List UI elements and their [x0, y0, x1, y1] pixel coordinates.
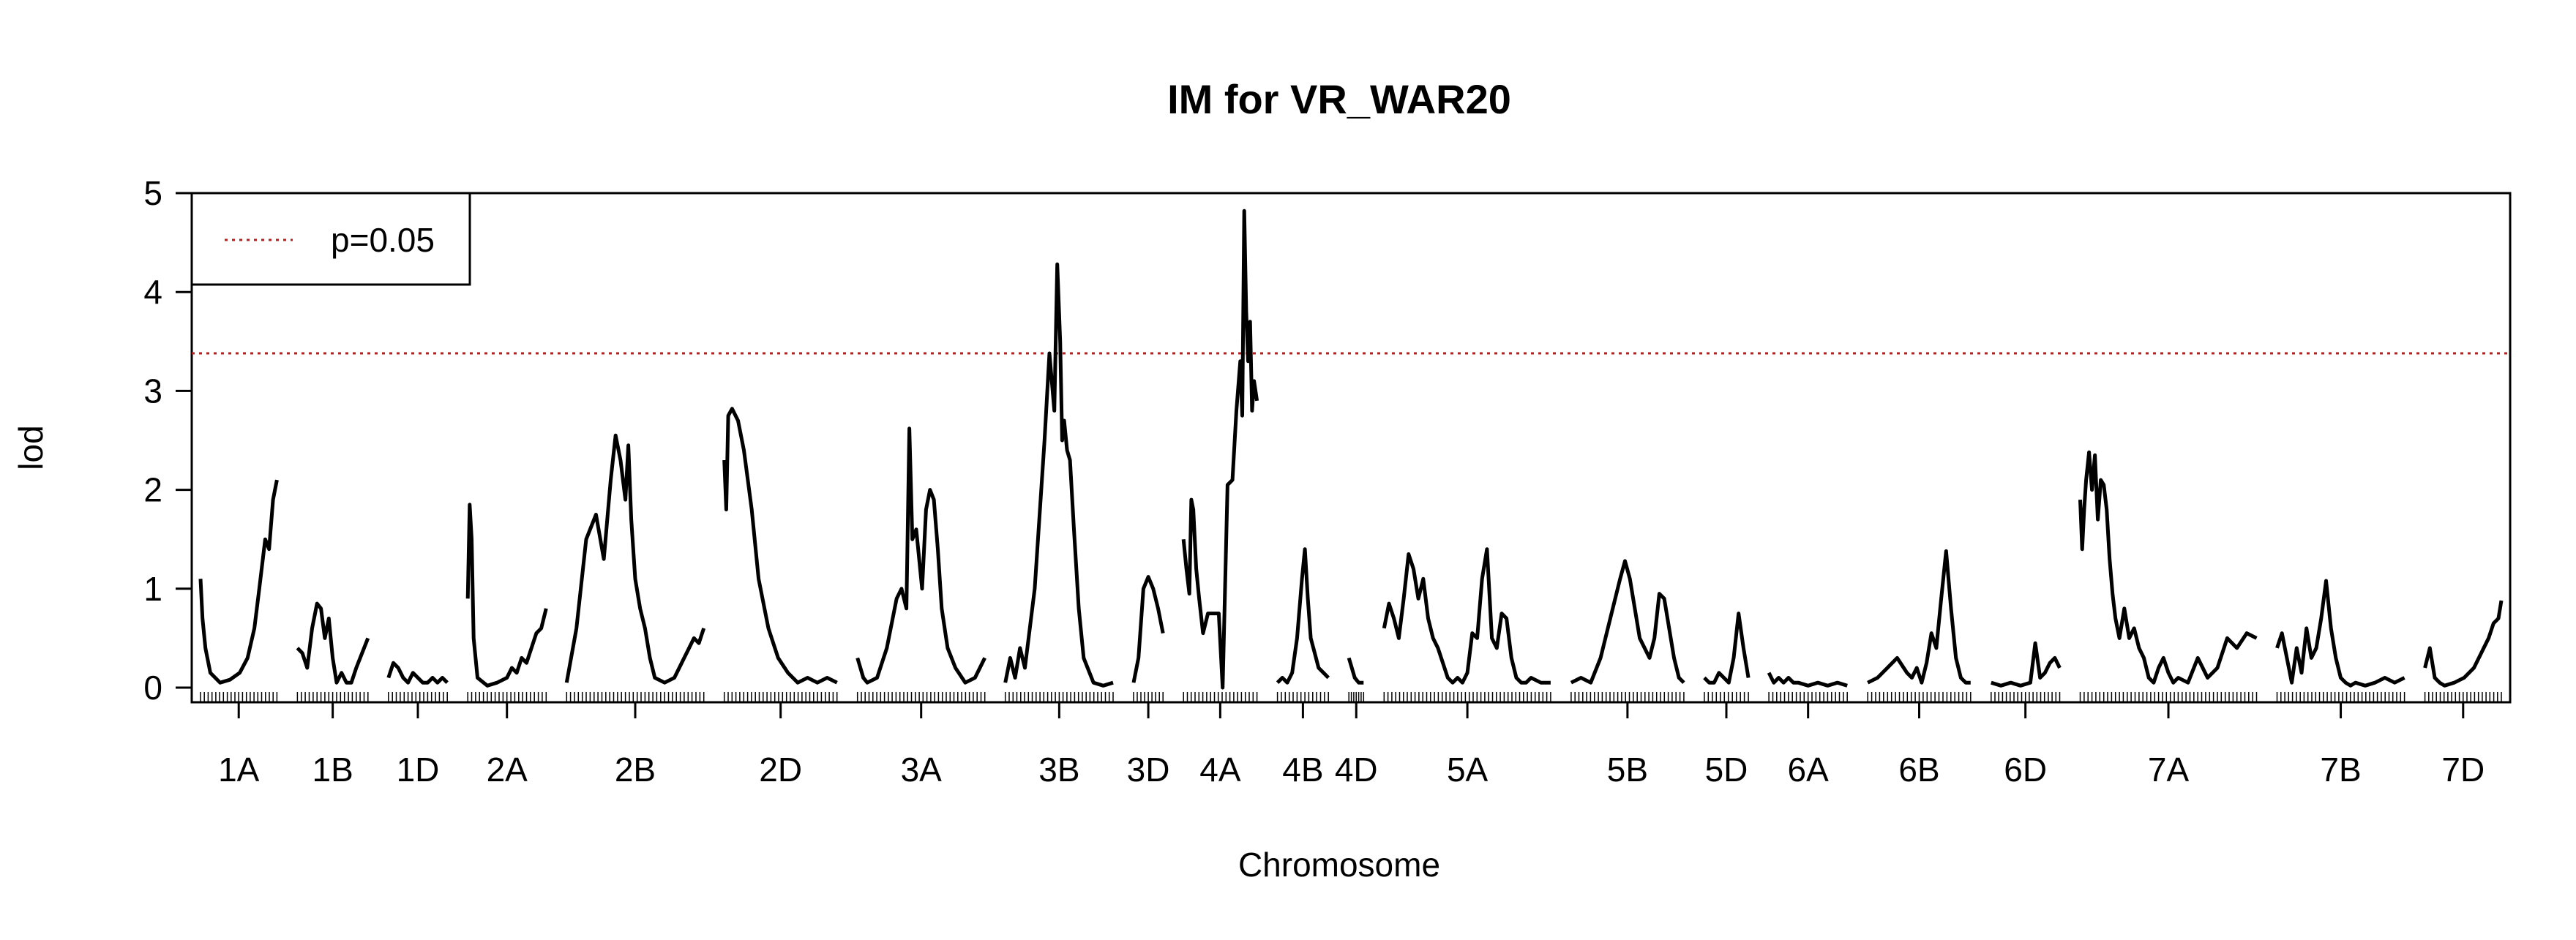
- lod-curve-3A: [855, 426, 986, 685]
- x-tick-label-5A: 5A: [1447, 751, 1489, 789]
- marker-rug-1D: [388, 692, 448, 702]
- x-tick-label-5D: 5D: [1705, 751, 1748, 789]
- marker-rug-4B: [1276, 692, 1329, 702]
- marker-rug-1B: [296, 692, 369, 702]
- marker-rug-6A: [1768, 692, 1848, 702]
- x-tick-label-1A: 1A: [218, 751, 260, 789]
- y-tick-label: 0: [143, 669, 162, 707]
- lod-curve-7D: [2423, 600, 2504, 688]
- marker-rug-2D: [723, 692, 838, 702]
- lod-curve-1A: [198, 479, 279, 685]
- plot-frame: [190, 192, 2512, 704]
- marker-rug-1A: [200, 692, 278, 702]
- lod-curve-5D: [1703, 612, 1751, 685]
- x-tick-label-3A: 3A: [901, 751, 943, 789]
- lod-curve-7A: [2078, 450, 2258, 685]
- x-tick-label-3B: 3B: [1038, 751, 1079, 789]
- lod-curve-2A: [465, 503, 548, 688]
- x-tick-label-4B: 4B: [1282, 751, 1323, 789]
- marker-rug-4D: [1348, 692, 1365, 702]
- legend-label-threshold: p=0.05: [331, 221, 435, 259]
- lod-curve-2B: [564, 433, 706, 685]
- lod-curve-5A: [1382, 547, 1551, 685]
- marker-rug-7A: [2079, 692, 2258, 702]
- marker-rug-2A: [467, 692, 547, 702]
- y-tick-label: 3: [143, 372, 162, 410]
- y-tick-label: 1: [143, 570, 162, 608]
- marker-rug-3D: [1133, 692, 1164, 702]
- marker-rug-2B: [566, 692, 705, 702]
- x-tick-label-6A: 6A: [1788, 751, 1830, 789]
- marker-rug-3A: [856, 692, 986, 702]
- marker-rug-5B: [1570, 692, 1685, 702]
- legend: p=0.05: [190, 192, 471, 286]
- marker-rug-6B: [1867, 692, 1972, 702]
- x-tick-label-4A: 4A: [1199, 751, 1241, 789]
- y-axis-label: lod: [12, 425, 50, 470]
- lod-curve-4B: [1276, 547, 1330, 685]
- marker-rug-7B: [2276, 692, 2405, 702]
- marker-rug-3B: [1004, 692, 1114, 702]
- marker-rug-6D: [1991, 692, 2061, 702]
- x-tick-label-7A: 7A: [2148, 751, 2190, 789]
- x-tick-label-2B: 2B: [615, 751, 656, 789]
- x-tick-label-2A: 2A: [487, 751, 528, 789]
- lod-curve-4A: [1181, 208, 1259, 690]
- lod-curve-6A: [1767, 672, 1848, 688]
- lod-curve-7B: [2275, 579, 2405, 688]
- x-tick-label-6B: 6B: [1898, 751, 1939, 789]
- x-tick-label-3D: 3D: [1127, 751, 1170, 789]
- plot-area: 0 1 2 3 4 5 1A 1B 1D 2A 2B 2D 3A 3B 3D 4A 4B 4D 5A 5B 5D 6A 6B…: [143, 174, 2512, 789]
- y-tick-label: 2: [143, 471, 162, 509]
- lod-curve-4D: [1347, 657, 1364, 685]
- x-tick-label-7B: 7B: [2320, 751, 2361, 789]
- x-tick-label-4D: 4D: [1335, 751, 1378, 789]
- x-tick-label-1D: 1D: [397, 751, 440, 789]
- marker-rug-4A: [1183, 692, 1258, 702]
- lod-curve-1B: [296, 601, 370, 685]
- chart-title: IM for VR_WAR20: [1167, 76, 1511, 122]
- marker-rug-7D: [2424, 692, 2502, 702]
- lod-curve-6D: [1991, 641, 2062, 688]
- lod-curve-2D: [722, 407, 838, 685]
- lod-curve-3B: [1003, 262, 1114, 688]
- x-tick-label-5B: 5B: [1607, 751, 1648, 789]
- y-tick-label: 5: [143, 174, 162, 212]
- lod-curve-5B: [1570, 559, 1685, 685]
- legend-box: [190, 192, 471, 286]
- x-tick-label-1B: 1B: [312, 751, 353, 789]
- marker-rug-5A: [1383, 692, 1551, 702]
- x-axis-label: Chromosome: [1238, 846, 1440, 884]
- lod-curve-6B: [1867, 549, 1971, 685]
- x-tick-label-7D: 7D: [2441, 751, 2485, 789]
- lod-curve-1D: [386, 661, 449, 685]
- x-tick-label-2D: 2D: [759, 751, 802, 789]
- lod-curve-3D: [1131, 575, 1165, 683]
- y-tick-label: 4: [143, 273, 162, 311]
- marker-rug-5D: [1704, 692, 1749, 702]
- x-tick-label-6D: 6D: [2004, 751, 2047, 789]
